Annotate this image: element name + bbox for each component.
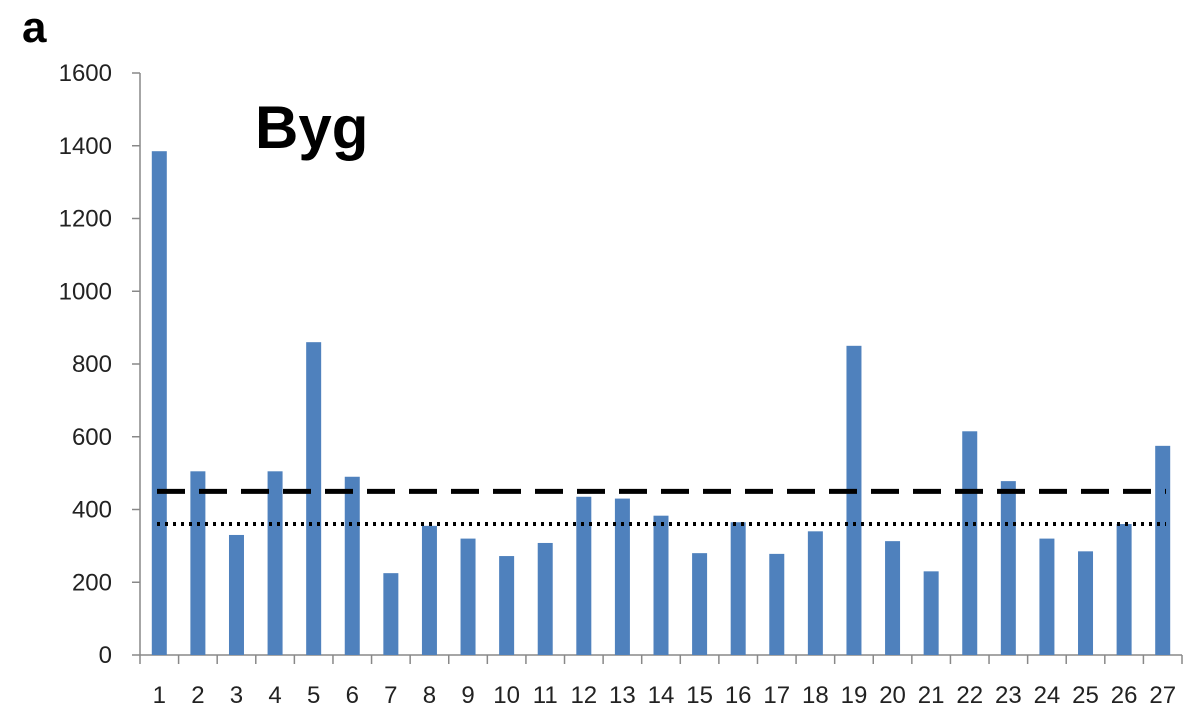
x-tick-label: 2: [191, 682, 204, 709]
x-tick-label: 23: [995, 682, 1022, 709]
x-tick-label: 18: [802, 682, 829, 709]
bar: [460, 538, 476, 655]
y-tick-label: 0: [99, 642, 112, 669]
bar: [576, 496, 592, 655]
bar: [846, 345, 862, 655]
x-tick-label: 10: [493, 682, 520, 709]
x-tick-label: 24: [1034, 682, 1061, 709]
x-tick-label: 8: [423, 682, 436, 709]
x-axis: 1 2 3 4 5 6 7 8 9 10 11 12 13 14 15 16 17 18 19 20 21 22 23 24 2…: [139, 654, 1183, 709]
chart-title: Byg: [255, 94, 368, 161]
bar: [499, 556, 515, 655]
x-tick-label: 9: [461, 682, 474, 709]
x-tick-label: 15: [686, 682, 713, 709]
x-tick-label: 1: [153, 682, 166, 709]
y-tick-label: 200: [72, 569, 112, 596]
bar: [1078, 551, 1094, 655]
bar: [807, 531, 823, 655]
x-tick-label: 25: [1072, 682, 1099, 709]
x-tick-label: 3: [230, 682, 243, 709]
x-tick-label: 13: [609, 682, 636, 709]
y-tick-label: 1200: [59, 206, 112, 233]
x-tick-label: 11: [533, 682, 558, 709]
y-tick-label: 400: [72, 497, 112, 524]
bar: [614, 498, 630, 655]
y-tick-label: 1000: [59, 278, 112, 305]
bar: [1155, 445, 1171, 655]
bar: [151, 151, 167, 656]
bar: [923, 571, 939, 655]
x-tick-label: 5: [307, 682, 320, 709]
x-tick-label: 21: [918, 682, 945, 709]
bar: [692, 553, 708, 655]
panel-label: a: [22, 3, 47, 52]
bar: [1039, 538, 1055, 655]
bar: [769, 553, 785, 655]
bar: [730, 522, 746, 655]
reference-lines: [157, 488, 1166, 527]
bar: [267, 471, 283, 655]
bar: [1116, 524, 1132, 655]
bar: [962, 431, 978, 655]
bar: [885, 541, 901, 655]
y-tick-label: 800: [72, 351, 112, 378]
x-tick-label: 20: [879, 682, 906, 709]
y-tick-label: 600: [72, 424, 112, 451]
bar: [190, 471, 206, 655]
bar: [344, 476, 360, 655]
y-tick-label: 1600: [59, 60, 112, 87]
x-tick-label: 19: [841, 682, 868, 709]
x-tick-label: 16: [725, 682, 752, 709]
bar: [1000, 481, 1016, 655]
x-tick-label: 6: [346, 682, 359, 709]
y-axis: 0 200 400 600 800 1000 1200 1400 1600: [59, 60, 141, 669]
bar: [421, 525, 437, 655]
x-tick-label: 7: [384, 682, 397, 709]
x-tick-label: 27: [1149, 682, 1176, 709]
x-tick-label: 17: [763, 682, 790, 709]
x-tick-label: 12: [570, 682, 597, 709]
x-tick-label: 14: [648, 682, 675, 709]
bar: [306, 342, 322, 655]
bar: [653, 515, 669, 655]
x-tick-label: 22: [956, 682, 983, 709]
x-tick-label: 4: [268, 682, 281, 709]
bar: [383, 573, 399, 655]
x-tick-label: 26: [1111, 682, 1138, 709]
bars: [151, 151, 1171, 656]
bar: [228, 534, 244, 655]
y-tick-label: 1400: [59, 133, 112, 160]
bar: [537, 542, 553, 655]
